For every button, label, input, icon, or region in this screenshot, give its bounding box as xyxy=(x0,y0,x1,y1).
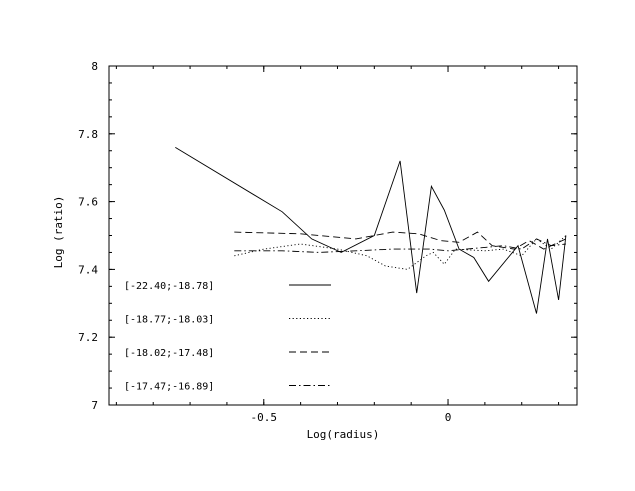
x-tick-label: 0 xyxy=(445,411,452,424)
y-tick-label: 7.8 xyxy=(78,128,98,141)
y-axis-label: Log (ratio) xyxy=(52,196,65,269)
legend-label-4: [-17.47;-16.89] xyxy=(124,382,214,393)
legend-label-3: [-18.02;-17.48] xyxy=(124,348,214,359)
y-tick-label: 8 xyxy=(91,60,98,73)
y-tick-label: 7 xyxy=(91,399,98,412)
series-line-2 xyxy=(234,235,567,270)
series-line-1 xyxy=(175,147,567,314)
x-tick-label: -0.5 xyxy=(251,411,278,424)
x-axis-label: Log(radius) xyxy=(307,428,380,441)
series-line-3 xyxy=(234,231,567,250)
y-tick-label: 7.4 xyxy=(78,263,98,276)
series-line-4 xyxy=(234,238,566,253)
y-tick-label: 7.2 xyxy=(78,331,98,344)
legend-label-1: [-22.40;-18.78] xyxy=(124,281,214,292)
legend-label-2: [-18.77;-18.03] xyxy=(124,315,214,326)
y-tick-label: 7.6 xyxy=(78,196,98,209)
